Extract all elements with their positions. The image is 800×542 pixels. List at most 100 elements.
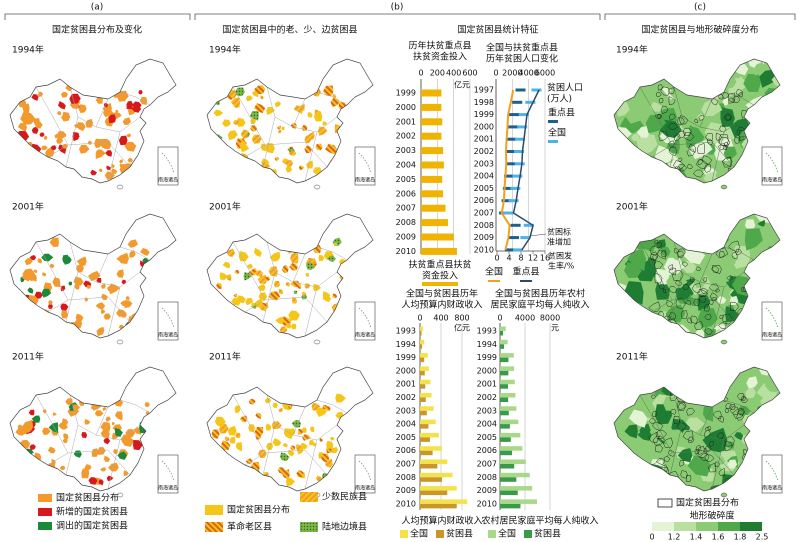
county-patch — [284, 394, 294, 403]
county-patch — [116, 255, 129, 264]
bar — [421, 103, 442, 111]
county-patch — [709, 441, 714, 447]
county-patch — [732, 407, 744, 420]
county-patch — [614, 166, 633, 183]
axis-unit: 亿元 — [454, 80, 470, 90]
county-patch — [86, 284, 92, 289]
county-patch — [307, 112, 313, 118]
county-patch — [666, 429, 685, 445]
county-patch — [622, 460, 638, 474]
county-patch — [677, 383, 691, 393]
county-patch — [697, 308, 718, 328]
county-patch — [708, 283, 719, 292]
bar — [421, 89, 442, 97]
country-outline — [9, 213, 177, 339]
county-patch — [143, 315, 148, 321]
county-patch — [222, 248, 226, 252]
county-patch — [614, 141, 623, 155]
county-patch — [48, 300, 53, 305]
county-patch — [704, 77, 720, 91]
county-patch — [774, 398, 780, 412]
y-tick-label: 2007 — [396, 460, 416, 469]
county-patch — [695, 444, 702, 452]
county-patch — [221, 470, 231, 478]
country-outline — [613, 213, 781, 339]
legend-title: 贫困人口 — [547, 82, 583, 94]
county-patch — [100, 421, 111, 432]
county-patch — [622, 160, 630, 169]
bar — [421, 147, 444, 155]
county-patch — [251, 134, 262, 144]
county-patch — [14, 167, 22, 173]
county-patch — [103, 108, 114, 118]
county-patch — [54, 133, 59, 139]
population-mark — [520, 236, 531, 240]
y-tick-label: 2005 — [477, 433, 497, 442]
county-patch — [127, 158, 133, 163]
county-patch — [668, 146, 678, 157]
map: 南海诸岛 — [206, 366, 376, 498]
county-patch — [285, 160, 293, 167]
county-patch — [697, 445, 705, 456]
county-patch — [673, 416, 681, 425]
county-patch — [634, 313, 647, 332]
colorbar-tick: 1.2 — [668, 533, 681, 542]
hainan — [720, 339, 728, 345]
legend-swatch — [300, 522, 318, 532]
map: 南海诸岛 — [206, 58, 376, 190]
county-patch — [261, 302, 267, 308]
bar — [420, 353, 428, 358]
county-patch — [330, 172, 338, 180]
county-patch — [298, 285, 302, 289]
county-patch — [288, 403, 293, 409]
county-patch — [703, 448, 708, 453]
country-outline — [613, 366, 781, 492]
county-patch — [115, 112, 122, 120]
county-patch — [660, 86, 670, 96]
county-patch — [764, 438, 773, 447]
axis-unit: 元 — [551, 324, 559, 333]
county-patch — [45, 160, 56, 172]
population-mark — [512, 248, 523, 252]
map: 南海诸岛 — [613, 58, 783, 190]
y-tick-label: 2002 — [474, 147, 494, 156]
county-patch — [656, 113, 663, 119]
county-patch — [330, 446, 339, 454]
county-patch — [706, 426, 712, 431]
county-patch — [244, 478, 254, 490]
county-patch — [58, 101, 66, 110]
bar — [500, 499, 537, 504]
county-patch — [272, 402, 278, 408]
y-tick-label: 2006 — [396, 189, 416, 198]
county-patch — [52, 412, 57, 416]
county-patch — [685, 417, 705, 435]
county-patch — [235, 482, 242, 486]
y-tick-label: 2007 — [396, 204, 416, 213]
y-tick-label: 2009 — [477, 486, 497, 495]
county-patch — [671, 269, 684, 281]
county-patch — [239, 322, 250, 332]
county-patch — [106, 475, 114, 482]
county-patch — [328, 329, 337, 334]
county-patch — [681, 260, 697, 273]
county-patch — [669, 311, 676, 320]
county-patch — [677, 157, 683, 162]
y-tick-label: 2000 — [477, 366, 497, 375]
inset-islands — [765, 460, 779, 482]
y-tick-label: 2008 — [396, 473, 416, 482]
x-tick-label: 0 — [493, 69, 498, 78]
county-patch — [91, 448, 99, 457]
county-patch — [240, 129, 251, 140]
chart-title: 全国与扶贫重点县 — [486, 42, 558, 54]
county-patch — [96, 149, 101, 155]
bar — [420, 432, 439, 438]
county-patch — [668, 267, 677, 276]
county-patch — [724, 440, 733, 452]
county-patch — [274, 281, 281, 288]
legend-label: 革命老区县 — [227, 521, 272, 533]
county-patch — [213, 109, 224, 117]
bar — [420, 406, 434, 411]
bar — [500, 490, 518, 496]
legend-label: 贫困县 — [446, 528, 473, 540]
province-borders — [639, 241, 755, 337]
